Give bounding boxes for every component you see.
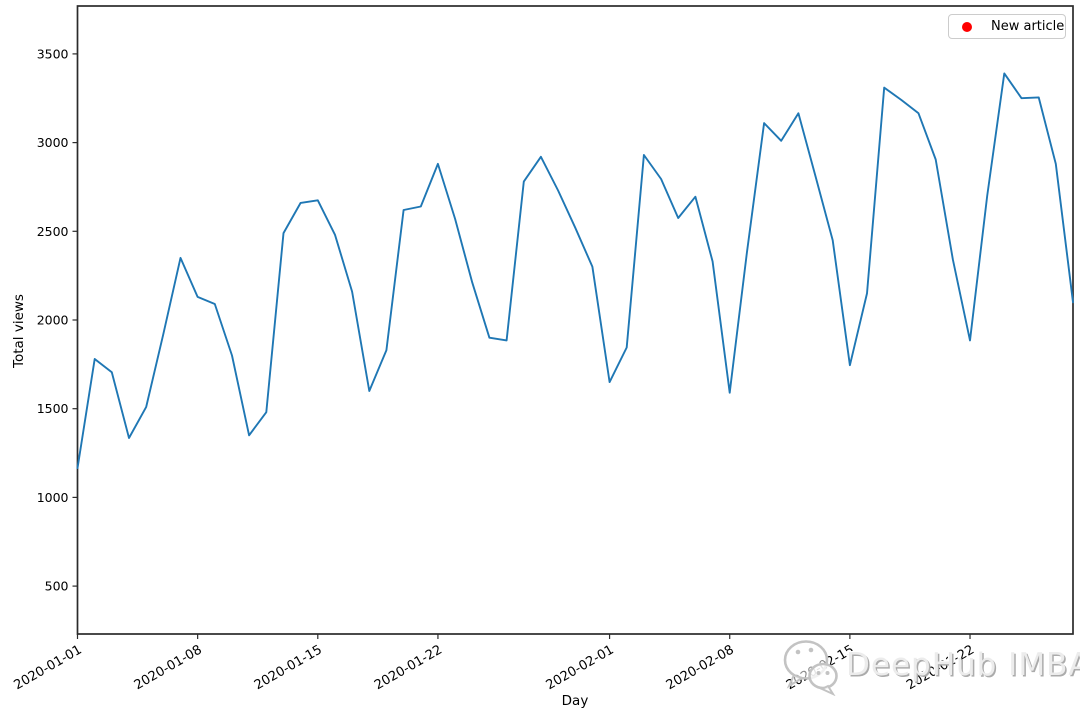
- x-tick-label: 2020-02-08: [664, 642, 737, 693]
- series-line-total-views: [76, 72, 1074, 470]
- x-axis-label: Day: [561, 693, 589, 709]
- plot-border: [76, 5, 1074, 635]
- x-tick-label: 2020-02-22: [904, 642, 977, 693]
- x-tick-label: 2020-01-01: [12, 642, 85, 693]
- y-tick-label: 2000: [37, 313, 69, 328]
- y-tick-label: 500: [45, 579, 69, 594]
- x-tick-label: 2020-02-15: [784, 642, 857, 693]
- x-tick-label: 2020-01-08: [132, 642, 205, 693]
- legend: New article: [948, 14, 1066, 39]
- y-tick-label: 2500: [37, 224, 69, 239]
- y-axis-label: Total views: [11, 294, 27, 368]
- y-tick-label: 1500: [37, 401, 69, 416]
- legend-label: New article: [991, 19, 1065, 34]
- x-tick-label: 2020-02-01: [544, 642, 617, 693]
- y-tick-label: 3000: [37, 135, 69, 150]
- x-tick-label: 2020-01-15: [252, 642, 325, 693]
- y-tick-label: 3500: [37, 46, 69, 61]
- new-article-marker-icon: [962, 21, 972, 32]
- y-tick-label: 1000: [37, 490, 69, 505]
- x-tick-label: 2020-01-22: [372, 642, 445, 693]
